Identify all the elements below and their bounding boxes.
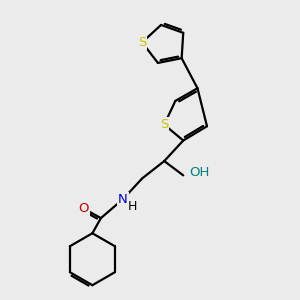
- Text: H: H: [128, 200, 137, 212]
- Text: OH: OH: [189, 166, 209, 179]
- Text: S: S: [160, 118, 168, 131]
- Text: O: O: [78, 202, 89, 215]
- Text: N: N: [118, 193, 128, 206]
- Text: S: S: [138, 36, 146, 49]
